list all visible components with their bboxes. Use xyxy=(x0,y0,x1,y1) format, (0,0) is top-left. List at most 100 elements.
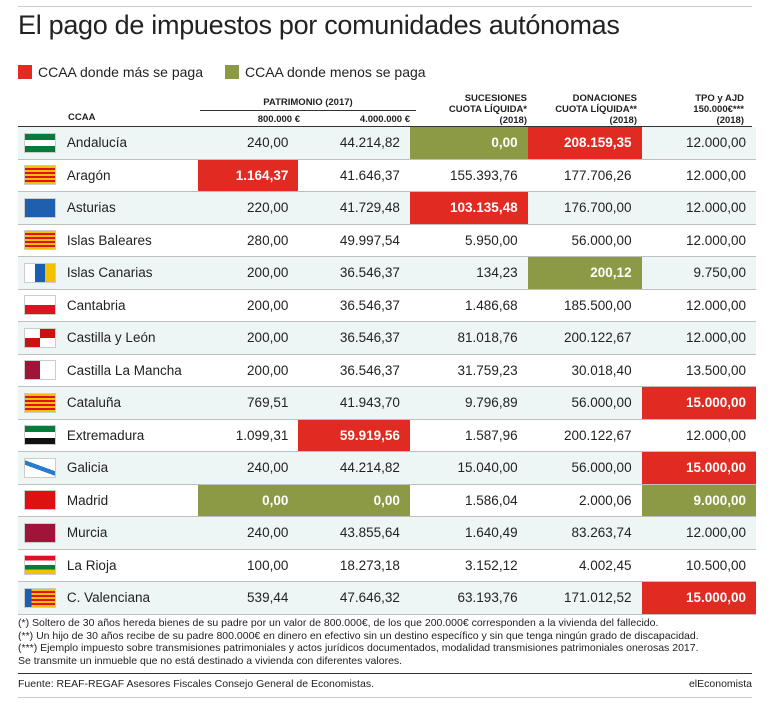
footnote-2: (**) Un hijo de 30 años recibe de su pad… xyxy=(18,629,699,642)
galicia-flag-icon xyxy=(24,457,57,478)
header-donaciones: DONACIONES CUOTA LÍQUIDA** (2018) xyxy=(527,93,637,126)
header-donaciones-l3: (2018) xyxy=(609,115,637,126)
value-cell: 176.700,00 xyxy=(527,191,642,225)
value-cell: 769,51 xyxy=(198,386,299,420)
value-cell: 12.000,00 xyxy=(641,224,756,257)
table-row: Galicia 240,00 44.214,82 15.040,00 56.000,00… xyxy=(18,451,756,485)
bottom-rule xyxy=(18,697,752,698)
table-row: Extremadura 1.099,31 59.919,56 1.587,96 200.… xyxy=(18,419,756,452)
value-cell: 9.000,00 xyxy=(641,484,756,517)
value-cell: 31.759,23 xyxy=(409,354,528,387)
value-cell: 200.122,67 xyxy=(527,419,642,452)
andalucia-flag-icon xyxy=(24,132,57,153)
value-cell: 5.950,00 xyxy=(409,224,528,257)
table-row: Madrid 0,00 0,00 1.586,04 2.000,06 9.000,00 xyxy=(18,484,756,517)
value-cell: 1.099,31 xyxy=(198,419,299,452)
value-cell: 208.159,35 xyxy=(527,127,642,160)
header-sucesiones-l3: (2018) xyxy=(499,115,527,126)
cantabria-flag-icon xyxy=(24,295,57,316)
value-cell: 36.546,37 xyxy=(298,289,410,322)
page-title: El pago de impuestos por comunidades aut… xyxy=(18,10,620,40)
canarias-flag-icon xyxy=(24,262,57,283)
value-cell: 200.122,67 xyxy=(527,321,642,355)
header-tpo-l1: TPO y AJD xyxy=(695,93,744,104)
flag-cell xyxy=(18,419,63,452)
header-p800: 800.000 € xyxy=(257,114,300,125)
value-cell: 15.000,00 xyxy=(641,581,756,615)
footnotes: (*) Soltero de 30 años hereda bienes de … xyxy=(18,617,699,667)
value-cell: 44.214,82 xyxy=(298,451,410,485)
footnote-4: Se transmite un inmueble que no está des… xyxy=(18,654,403,667)
region-name: Asturias xyxy=(62,191,199,225)
value-cell: 220,00 xyxy=(198,191,299,225)
flag-cell xyxy=(18,256,63,290)
value-cell: 56.000,00 xyxy=(527,451,642,485)
value-cell: 12.000,00 xyxy=(641,289,756,322)
region-name: Andalucía xyxy=(62,127,199,160)
table-row: La Rioja 100,00 18.273,18 3.152,12 4.002,45 1… xyxy=(18,549,756,582)
value-cell: 200,00 xyxy=(198,354,299,387)
flag-cell xyxy=(18,386,63,420)
value-cell: 36.546,37 xyxy=(298,321,410,355)
value-cell: 103.135,48 xyxy=(409,191,528,225)
region-name: La Rioja xyxy=(62,549,199,582)
value-cell: 1.640,49 xyxy=(409,516,528,550)
value-cell: 41.729,48 xyxy=(298,191,410,225)
value-cell: 200,12 xyxy=(527,256,642,290)
header-sucesiones-l2: CUOTA LÍQUIDA* xyxy=(448,104,527,115)
table-row: Cataluña 769,51 41.943,70 9.796,89 56.000,00… xyxy=(18,386,756,420)
region-name: Murcia xyxy=(62,516,199,550)
brand-text: elEconomista xyxy=(688,678,752,690)
value-cell: 41.943,70 xyxy=(298,386,410,420)
value-cell: 12.000,00 xyxy=(641,191,756,225)
flag-cell xyxy=(18,191,63,225)
value-cell: 155.393,76 xyxy=(409,159,528,192)
value-cell: 134,23 xyxy=(409,256,528,290)
value-cell: 200,00 xyxy=(198,321,299,355)
table-row: Islas Baleares 280,00 49.997,54 5.950,00 56.… xyxy=(18,224,756,257)
value-cell: 15.000,00 xyxy=(641,386,756,420)
value-cell: 539,44 xyxy=(198,581,299,615)
footnote-3: (***) Ejemplo impuesto sobre transmision… xyxy=(18,642,699,654)
legend-low-label: CCAA donde menos se paga xyxy=(245,64,426,80)
value-cell: 56.000,00 xyxy=(527,224,642,257)
table-row: Castilla La Mancha 200,00 36.546,37 31.759,… xyxy=(18,354,756,387)
legend: CCAA donde más se paga CCAA donde menos … xyxy=(18,64,426,80)
header-ccaa: CCAA xyxy=(68,112,96,123)
cataluna-flag-icon xyxy=(24,392,57,413)
value-cell: 12.000,00 xyxy=(641,159,756,192)
region-name: Extremadura xyxy=(62,419,199,452)
source-text: Fuente: REAF-REGAF Asesores Fiscales Con… xyxy=(18,678,374,690)
table-row: Asturias 220,00 41.729,48 103.135,48 176.700… xyxy=(18,191,756,225)
header-tpo-l3: (2018) xyxy=(716,115,744,126)
flag-cell xyxy=(18,516,63,550)
value-cell: 44.214,82 xyxy=(298,127,410,160)
header-donaciones-l2: CUOTA LÍQUIDA** xyxy=(555,104,637,115)
region-name: Castilla La Mancha xyxy=(62,354,199,387)
value-cell: 0,00 xyxy=(298,484,410,517)
value-cell: 12.000,00 xyxy=(641,516,756,550)
madrid-flag-icon xyxy=(24,490,57,511)
table-row: Murcia 240,00 43.855,64 1.640,49 83.263,74 12… xyxy=(18,516,756,550)
value-cell: 83.263,74 xyxy=(527,516,642,550)
value-cell: 185.500,00 xyxy=(527,289,642,322)
table-row: Cantabria 200,00 36.546,37 1.486,68 185.500,… xyxy=(18,289,756,322)
region-name: Aragón xyxy=(62,159,199,192)
value-cell: 200,00 xyxy=(198,256,299,290)
baleares-flag-icon xyxy=(24,230,57,251)
value-cell: 0,00 xyxy=(409,127,528,160)
asturias-flag-icon xyxy=(24,197,57,218)
value-cell: 171.012,52 xyxy=(527,581,642,615)
table-row: C. Valenciana 539,44 47.646,32 63.193,76 171… xyxy=(18,581,756,615)
value-cell: 43.855,64 xyxy=(298,516,410,550)
header-bottom-rule xyxy=(18,126,752,127)
value-cell: 36.546,37 xyxy=(298,256,410,290)
flag-cell xyxy=(18,581,63,615)
table-row: Castilla y León 200,00 36.546,37 81.018,76 2… xyxy=(18,321,756,355)
region-name: C. Valenciana xyxy=(62,581,199,615)
value-cell: 1.586,04 xyxy=(409,484,528,517)
header-tpo: TPO y AJD 150.000€*** (2018) xyxy=(640,93,744,126)
legend-high: CCAA donde más se paga xyxy=(18,64,203,80)
table-row: Aragón 1.164,37 41.646,37 155.393,76 177.706… xyxy=(18,159,756,192)
value-cell: 30.018,40 xyxy=(527,354,642,387)
